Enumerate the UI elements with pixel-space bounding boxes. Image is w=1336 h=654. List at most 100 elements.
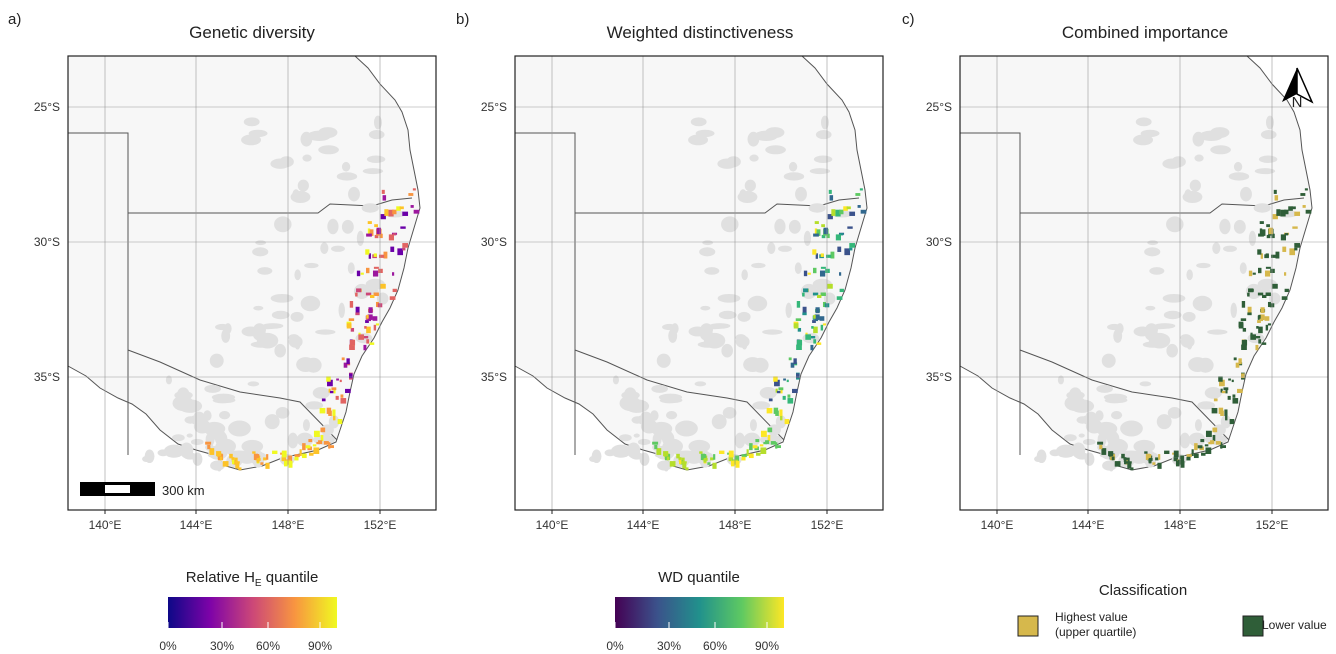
hotspot [1164,450,1170,454]
hotspot [802,312,807,316]
hotspot [788,357,792,361]
hotspot [1258,326,1263,334]
hotspot [820,324,824,331]
habitat [1101,353,1116,368]
hotspot [205,441,212,445]
hotspot [831,209,836,216]
habitat [1230,302,1237,319]
hotspot [678,457,682,460]
hotspot [813,339,817,344]
hotspot [413,209,420,214]
hotspot [741,454,747,458]
hotspot [224,463,227,466]
hotspot [735,460,740,468]
hotspot [681,461,687,464]
lon-label: 144°E [180,518,213,532]
hotspot [793,358,797,365]
hotspot [811,326,814,329]
habitat [1194,154,1204,162]
hotspot [302,443,306,451]
hotspot [1193,453,1199,459]
panel-label: a) [8,11,21,28]
hotspot [1124,458,1127,465]
habitat [1220,415,1232,429]
hotspot [815,307,820,314]
hotspot [1255,344,1259,351]
hotspot [1219,379,1225,387]
hotspot [301,453,307,459]
hotspot [1242,327,1247,332]
habitat [808,203,826,213]
habitat [744,179,756,192]
hotspot [814,228,818,236]
hotspot [1232,394,1236,398]
hotspot [1247,306,1252,313]
hotspot [336,378,339,381]
hotspot [384,209,389,216]
habitat [203,412,212,420]
colorbar-label: 0% [159,639,177,653]
hotspot [345,388,351,394]
habitat [1240,186,1252,202]
hotspot [1232,398,1239,404]
habitat [1111,410,1123,420]
habitat [368,130,385,140]
hotspot [839,272,842,276]
hotspot [796,301,801,308]
habitat [765,127,785,138]
hotspot [410,205,414,208]
hotspot [1280,209,1286,217]
hotspot [678,457,685,462]
habitat [209,353,224,368]
hotspot [1257,292,1264,296]
habitat [1166,216,1184,233]
hotspot [1099,444,1103,450]
habitat [734,432,746,449]
hotspot [326,376,331,382]
habitat [704,267,720,275]
habitat [328,415,340,429]
hotspot [349,344,355,350]
hotspot [748,453,754,459]
hotspot [1259,314,1265,320]
hotspot [346,323,352,329]
scale-bar: 300 km [80,482,205,498]
habitat [215,438,236,454]
hotspot [392,272,395,276]
hotspot [333,387,336,394]
hotspot [1258,314,1261,319]
hotspot [813,233,819,237]
hotspot [366,326,371,334]
hotspot [378,268,383,273]
colorbar-label: 60% [256,639,280,653]
hotspot [369,229,374,236]
hotspot [305,445,311,449]
habitat [165,375,172,385]
hotspot [366,233,372,237]
habitat [778,245,792,252]
hotspot [1265,266,1271,269]
hotspot [1175,460,1180,467]
hotspot [367,228,371,236]
hotspot [790,362,795,368]
hotspot [749,443,753,451]
hotspot [339,379,342,383]
habitat [657,460,672,471]
hotspot [1274,195,1279,201]
lat-label: 35°S [34,370,60,384]
habitat [347,262,355,274]
hotspot [1241,344,1247,350]
hotspot [685,467,689,471]
habitat [257,267,273,275]
hotspot [710,457,714,461]
map-panel: 25°S 30°S 35°S 140°E 144°E 148°E 152°E [926,55,1329,532]
hotspot [266,454,269,460]
panel-label: b) [456,11,469,28]
lat-label: 25°S [926,100,952,114]
hotspot [1111,456,1115,461]
hotspot [707,462,711,465]
hotspot [343,362,348,368]
habitat [224,323,232,335]
hotspot [780,415,783,421]
